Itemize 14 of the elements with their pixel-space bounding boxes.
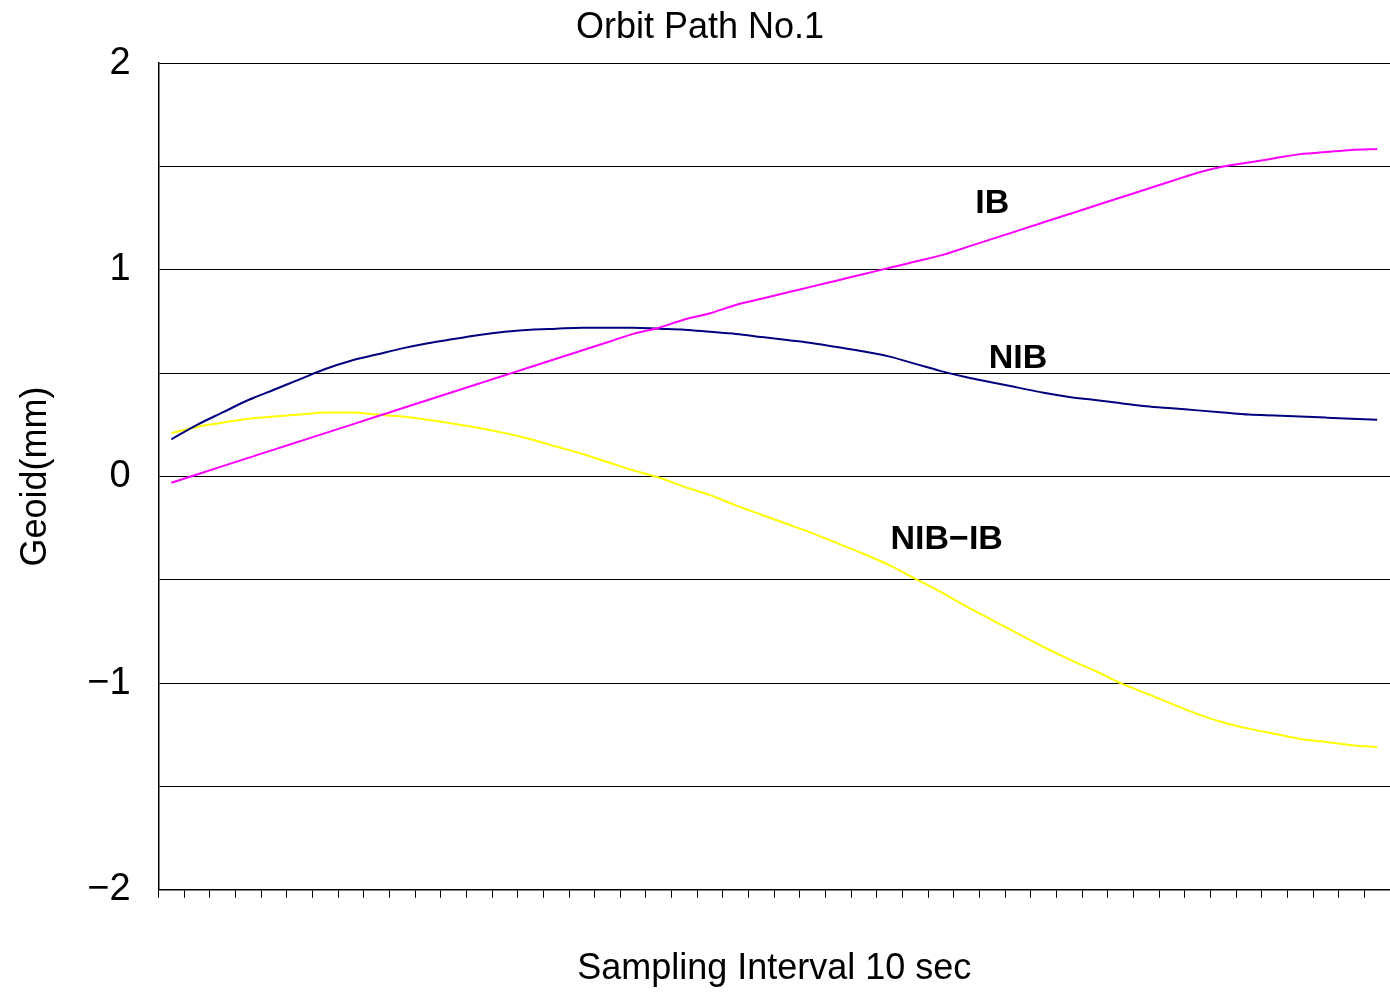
x-axis-title: Sampling Interval 10 sec bbox=[577, 946, 972, 988]
y-tick-label: 1 bbox=[109, 246, 131, 289]
y-tick-label: −1 bbox=[87, 659, 131, 702]
series-label: IB bbox=[975, 182, 1010, 221]
line-series bbox=[170, 326, 1379, 441]
series-label: NIB−IB bbox=[890, 518, 1003, 557]
y-tick-label: −2 bbox=[87, 866, 131, 909]
chart-title: Orbit Path No.1 bbox=[575, 4, 825, 46]
series-label: NIB bbox=[988, 337, 1048, 376]
y-tick-label: 2 bbox=[109, 39, 131, 82]
line-series bbox=[170, 411, 1379, 749]
line-series bbox=[170, 147, 1379, 484]
y-axis-title: Geoid(mm) bbox=[12, 386, 54, 567]
y-tick-label: 0 bbox=[109, 452, 131, 495]
